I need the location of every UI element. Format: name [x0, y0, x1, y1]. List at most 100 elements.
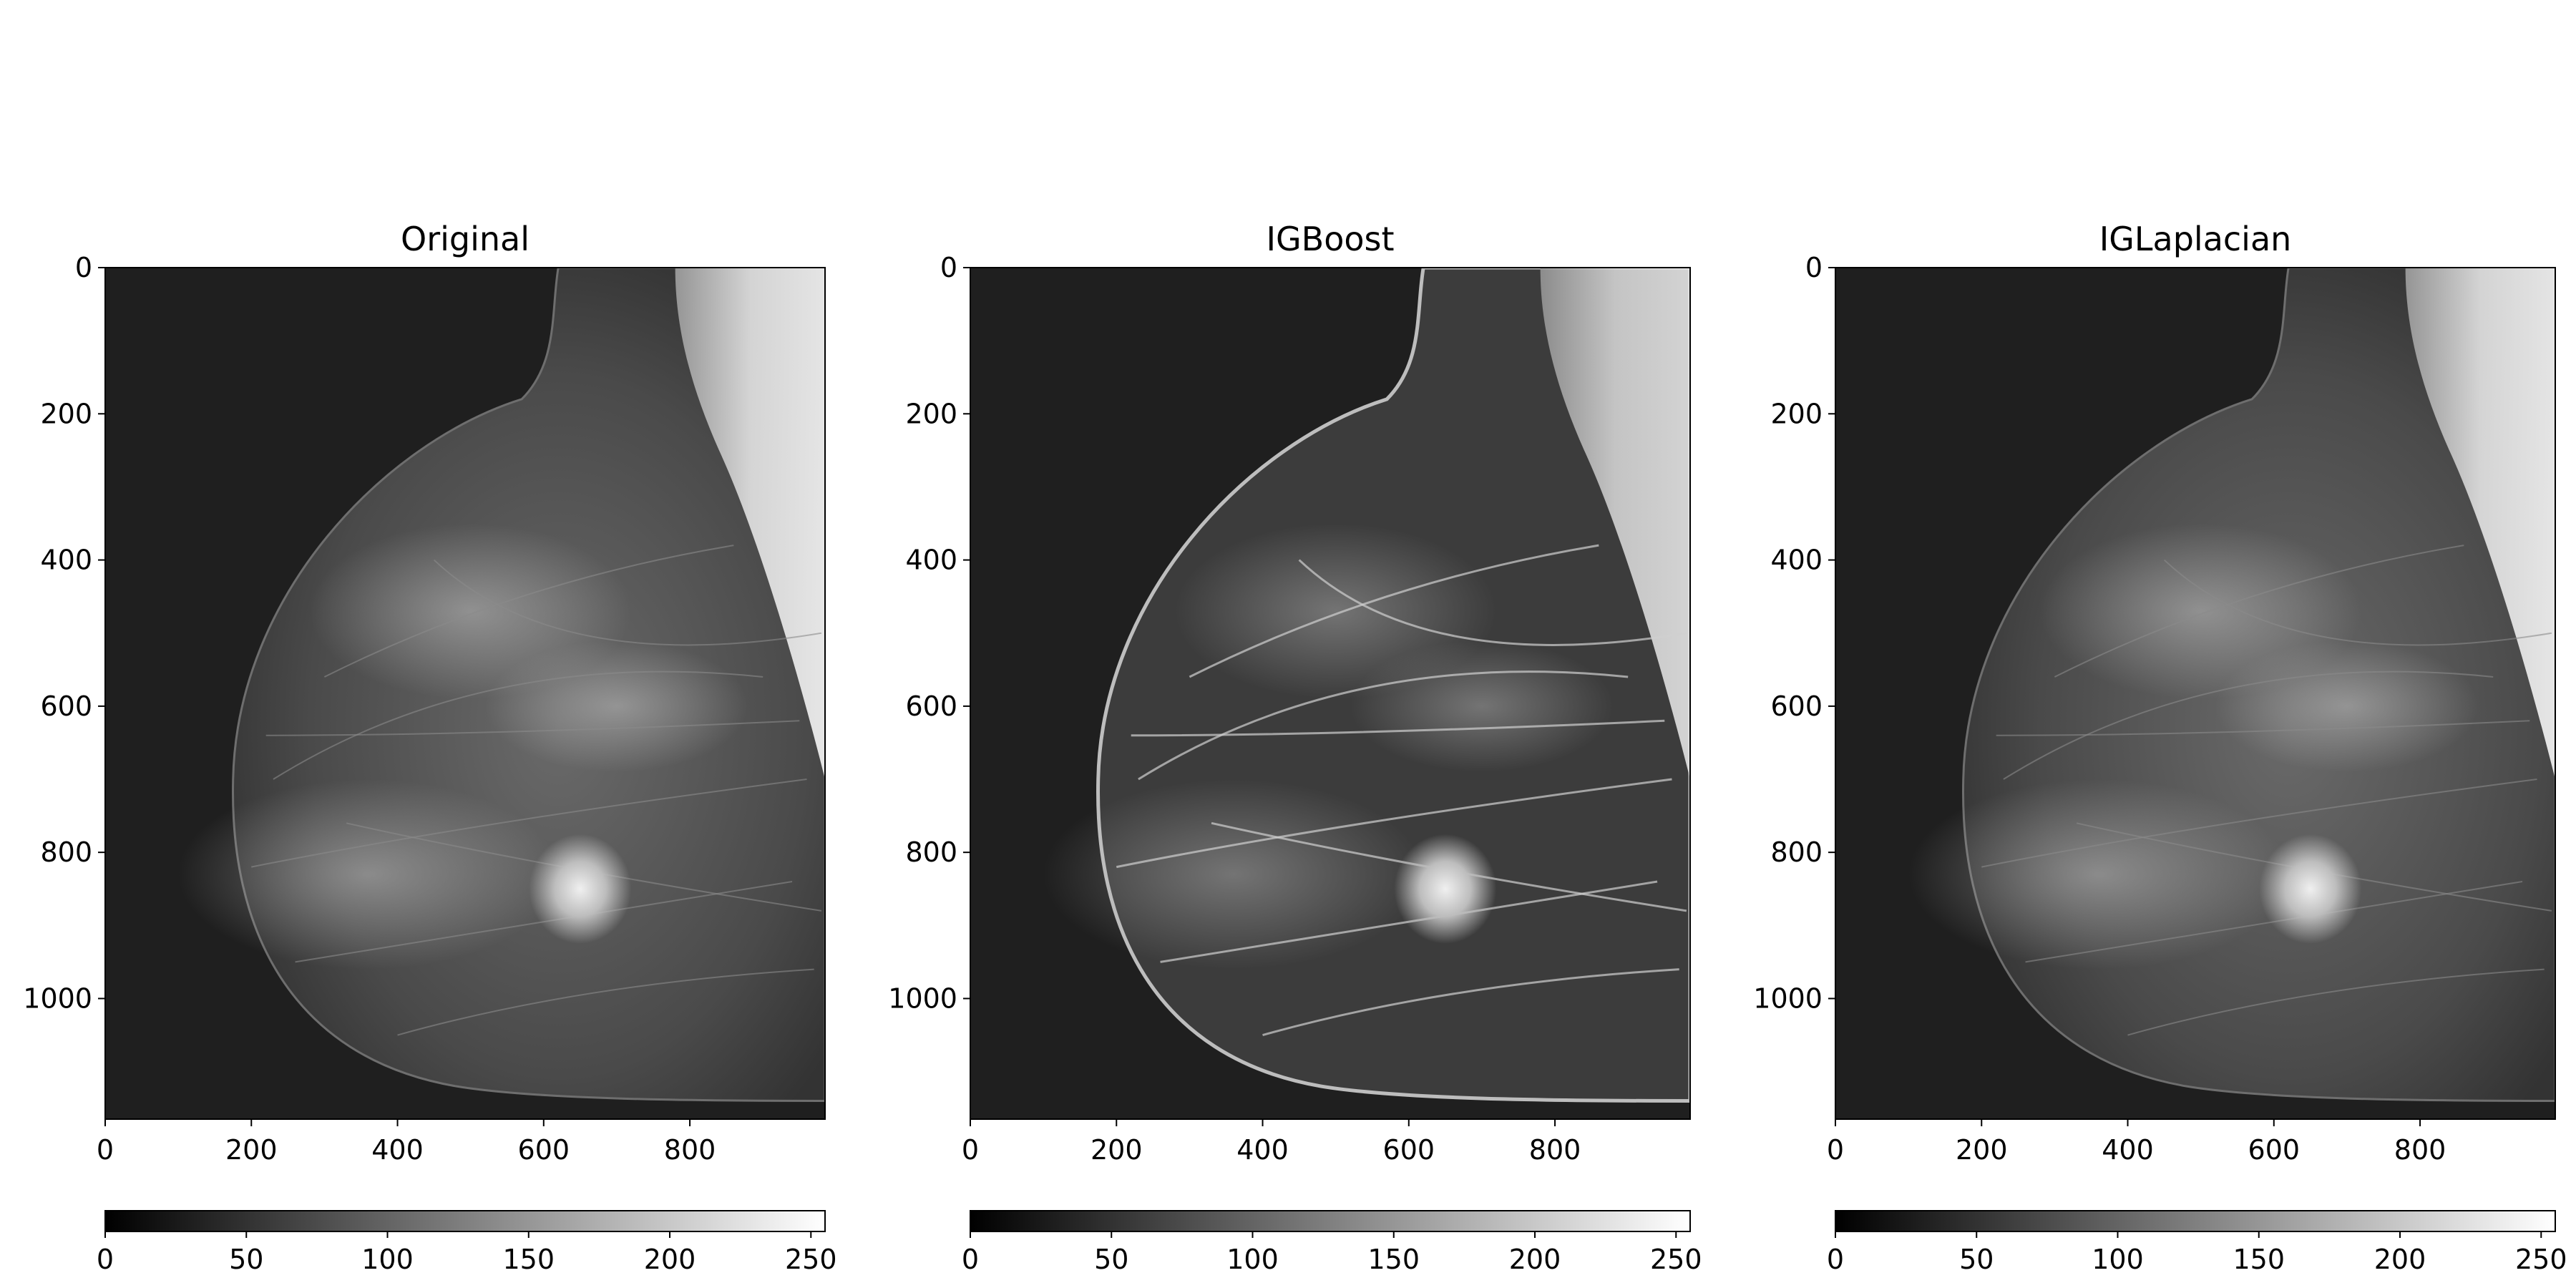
tissue-strand	[1981, 779, 2537, 868]
colorbar-tick-label: 100	[361, 1244, 414, 1275]
colorbar-tick-label: 150	[2233, 1244, 2285, 1275]
y-tick-label: 400	[905, 545, 957, 576]
pectoral-region	[675, 268, 825, 780]
y-tick-label: 0	[75, 252, 92, 283]
mammogram-image	[105, 268, 825, 1119]
tissue-strand	[1262, 968, 1679, 1036]
dense-tissue	[485, 640, 748, 772]
y-tick-label: 0	[1805, 252, 1823, 283]
colorbar-gradient	[1835, 1210, 2556, 1232]
panel-3: IGLaplacian 0 200 400 600 800 0 200 400 600 800 100…	[1753, 220, 2567, 1275]
tissue-strand	[1131, 719, 1665, 737]
axes-frame	[1835, 267, 2556, 1120]
dense-tissue	[2215, 640, 2479, 772]
x-tick-label: 600	[518, 1134, 570, 1166]
panel-1: Original 0 200 400 600 800 0 200 400 600 800 1000 0 5…	[23, 220, 836, 1275]
colorbar-tick-label: 100	[1226, 1244, 1279, 1275]
colorbar: 0 50 100 150 200 250	[962, 1210, 1702, 1275]
y-tick-label: 400	[40, 545, 92, 576]
x-tick-label: 0	[962, 1134, 979, 1166]
bright-mass	[2259, 834, 2362, 944]
colorbar-tick-label: 250	[785, 1244, 837, 1275]
x-tick-label: 800	[1529, 1134, 1581, 1166]
x-tick-label: 0	[97, 1134, 114, 1166]
tissue-strand	[1298, 559, 1687, 646]
x-tick-label: 800	[664, 1134, 716, 1166]
x-tick-label: 600	[1383, 1134, 1435, 1166]
panel-title: Original	[401, 220, 530, 258]
panel-title: IGBoost	[1266, 220, 1394, 258]
colorbar-tick-label: 200	[1509, 1244, 1561, 1275]
y-tick-label: 200	[40, 398, 92, 429]
x-tick-label: 400	[371, 1134, 424, 1166]
colorbar-tick-label: 50	[1959, 1244, 1994, 1275]
dense-tissue	[1043, 779, 1424, 970]
tissue-strand	[273, 670, 763, 780]
colorbar-tick-label: 250	[1650, 1244, 1702, 1275]
y-tick-label: 200	[905, 398, 957, 429]
tissue-strand	[1189, 544, 1599, 678]
pectoral-region	[1540, 268, 1690, 780]
dense-tissue	[178, 779, 559, 970]
y-tick-label: 600	[905, 691, 957, 722]
tissue-strand	[397, 968, 814, 1036]
panel-title: IGLaplacian	[2099, 220, 2292, 258]
colorbar-tick-label: 150	[1367, 1244, 1420, 1275]
mammogram-image	[970, 268, 1690, 1119]
colorbar-gradient	[104, 1210, 826, 1232]
tissue-strand	[433, 559, 822, 646]
y-tick-label: 600	[40, 691, 92, 722]
colorbar-tick-label: 0	[962, 1244, 979, 1275]
y-tick-label: 200	[1770, 398, 1823, 429]
tissue-strand	[2127, 968, 2545, 1036]
tissue-strand	[1116, 778, 1672, 869]
colorbar-tick-label: 150	[502, 1244, 555, 1275]
y-tick-label: 400	[1770, 545, 1823, 576]
colorbar-tick-label: 250	[2515, 1244, 2567, 1275]
colorbar-gradient	[970, 1210, 1691, 1232]
tissue-strand	[323, 545, 734, 678]
colorbar-tick-label: 200	[644, 1244, 696, 1275]
colorbar: 0 50 100 150 200 250	[97, 1210, 837, 1275]
dense-tissue	[1908, 779, 2289, 970]
y-tick-label: 800	[1770, 836, 1823, 868]
x-tick-label: 400	[1236, 1134, 1289, 1166]
y-tick-label: 0	[940, 252, 957, 283]
tissue-strand	[2054, 545, 2464, 678]
y-tick-label: 1000	[1753, 982, 1823, 1014]
tissue-strand	[1138, 670, 1629, 781]
x-tick-label: 800	[2394, 1134, 2446, 1166]
colorbar-tick-label: 0	[97, 1244, 114, 1275]
panel-2: IGBoost 0 200 400 600 800 0 200 400 600 800 1000 0 50…	[888, 220, 1702, 1275]
colorbar-tick-label: 50	[229, 1244, 263, 1275]
colorbar: 0 50 100 150 200 250	[1827, 1210, 2567, 1275]
tissue-strand	[1996, 720, 2530, 736]
tissue-strand	[2003, 670, 2494, 780]
mammogram-image	[1835, 268, 2555, 1119]
colorbar-tick-label: 100	[2092, 1244, 2144, 1275]
x-tick-label: 200	[1091, 1134, 1143, 1166]
y-tick-label: 800	[40, 836, 92, 868]
x-tick-label: 400	[2102, 1134, 2154, 1166]
y-tick-label: 800	[905, 836, 957, 868]
x-tick-label: 600	[2248, 1134, 2301, 1166]
dense-tissue	[1350, 640, 1614, 772]
y-tick-label: 1000	[888, 982, 957, 1014]
bright-mass	[1394, 834, 1497, 944]
tissue-strand	[251, 779, 807, 868]
y-tick-label: 1000	[23, 982, 92, 1014]
axes-frame	[970, 267, 1691, 1120]
tissue-strand	[2163, 559, 2552, 646]
colorbar-tick-label: 0	[1827, 1244, 1844, 1275]
tissue-strand	[265, 720, 800, 736]
y-tick-label: 600	[1770, 691, 1823, 722]
colorbar-tick-label: 50	[1094, 1244, 1128, 1275]
pectoral-region	[2405, 268, 2555, 780]
bright-mass	[529, 834, 632, 944]
x-tick-label: 200	[225, 1134, 278, 1166]
x-tick-label: 200	[1956, 1134, 2008, 1166]
colorbar-tick-label: 200	[2374, 1244, 2426, 1275]
x-tick-label: 0	[1827, 1134, 1844, 1166]
axes-frame	[104, 267, 826, 1120]
